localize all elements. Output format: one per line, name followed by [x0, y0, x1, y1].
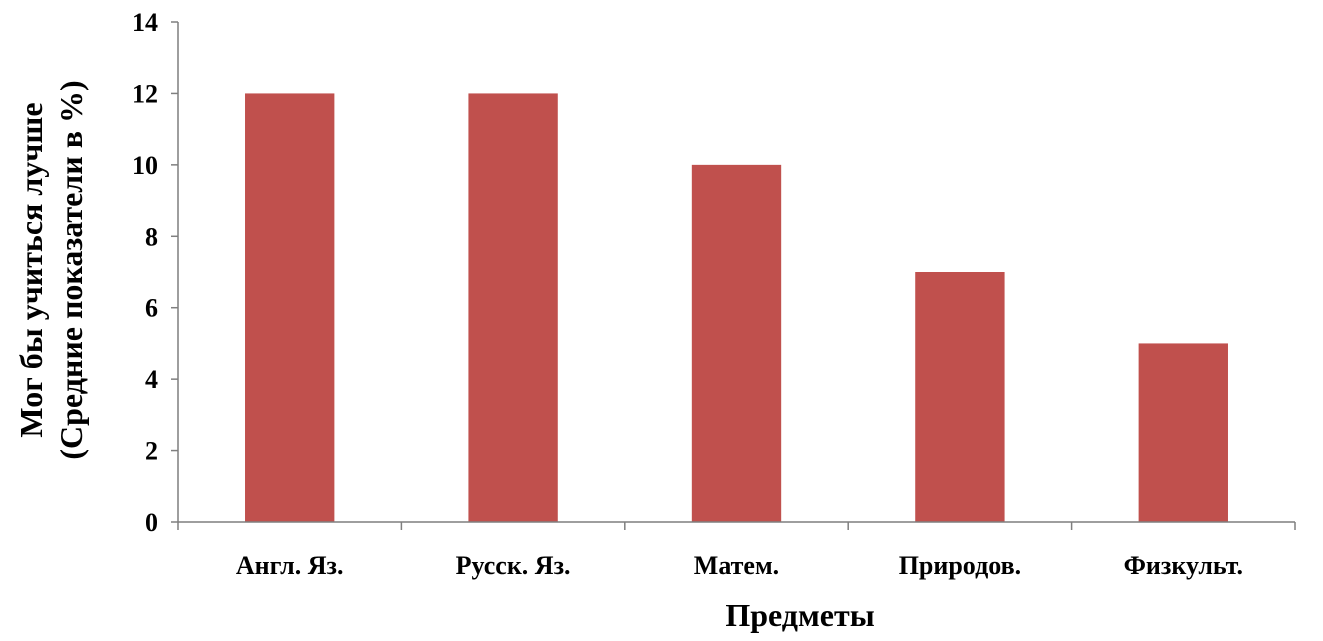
bar: [245, 93, 335, 522]
bar: [1138, 343, 1228, 522]
y-axis-title-line-1: Мог бы учиться лучше: [13, 102, 49, 437]
x-axis-title: Предметы: [725, 597, 874, 633]
y-tick-label: 2: [145, 437, 158, 466]
bar: [915, 272, 1005, 522]
x-category-label: Физкульт.: [1124, 551, 1243, 580]
y-tick-label: 6: [145, 294, 158, 323]
y-tick-label: 0: [145, 508, 158, 537]
x-axis-category-labels: Англ. Яз. Русск. Яз. Матем. Природов. Физкул…: [236, 551, 1243, 580]
x-category-label: Англ. Яз.: [236, 551, 344, 580]
y-tick-label: 4: [145, 365, 158, 394]
bar: [468, 93, 558, 522]
x-category-label: Природов.: [899, 551, 1021, 580]
x-axis-ticks: [177, 522, 1296, 530]
x-category-label: Русск. Яз.: [456, 551, 571, 580]
y-tick-label: 14: [132, 8, 158, 37]
y-axis-ticks: 0 2 4 6 8 10 12 14: [132, 8, 178, 537]
y-tick-label: 12: [132, 79, 158, 108]
y-axis-title-line-2: (Средние показатели в %): [53, 80, 89, 459]
y-axis-title: Мог бы учиться лучше (Средние показатели…: [13, 80, 89, 459]
bar: [691, 164, 782, 522]
bars: [245, 93, 1228, 522]
y-tick-label: 10: [132, 151, 158, 180]
y-tick-label: 8: [145, 222, 158, 251]
x-category-label: Матем.: [694, 551, 779, 580]
